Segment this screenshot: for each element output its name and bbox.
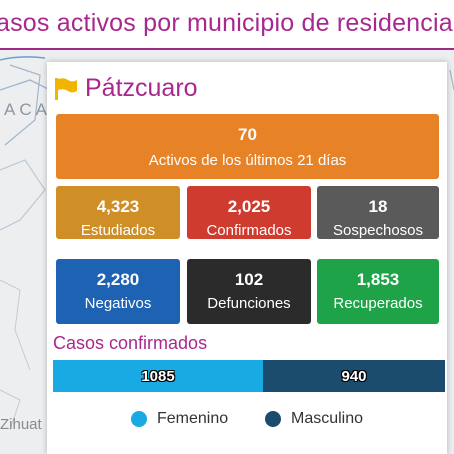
page-header: asos activos por municipio de residencia <box>0 0 454 50</box>
confirmed-by-sex-bar: 1085 940 <box>53 360 445 392</box>
bar-segment-femenino[interactable]: 1085 <box>53 360 264 392</box>
stat-label: Estudiados <box>80 222 156 239</box>
stat-tile-defunciones: 102 Defunciones <box>187 259 311 324</box>
municipality-name: Pátzcuaro <box>85 74 198 102</box>
page-title: asos activos por municipio de residencia <box>0 9 453 37</box>
stat-tile-sospechosos: 18 Sospechosos <box>317 186 439 239</box>
municipality-popup: Pátzcuaro 70 Activos de los últimos 21 d… <box>47 62 447 454</box>
stat-tile-confirmados: 2,025 Confirmados <box>187 186 311 239</box>
bar-label-masculino: 940 <box>341 367 367 385</box>
stat-label: Confirmados <box>206 222 292 239</box>
municipality-header: Pátzcuaro <box>53 74 198 103</box>
chart-legend: Femenino Masculino <box>47 410 447 434</box>
stat-label: Sospechosos <box>332 222 424 239</box>
stat-tile-negativos: 2,280 Negativos <box>56 259 180 324</box>
stat-value: 2,025 <box>227 197 271 216</box>
stat-value: 18 <box>368 197 388 216</box>
stat-tile-recuperados: 1,853 Recuperados <box>317 259 439 324</box>
stat-value: 1,853 <box>356 270 400 289</box>
active-cases-value: 70 <box>238 125 257 144</box>
flag-icon <box>55 77 77 100</box>
bar-label-femenino: 1085 <box>141 367 175 385</box>
stat-value: 4,323 <box>96 197 140 216</box>
legend-item-femenino[interactable]: Femenino <box>131 410 228 428</box>
stat-value: 2,280 <box>96 270 140 289</box>
legend-item-masculino[interactable]: Masculino <box>265 410 363 428</box>
legend-dot-femenino <box>131 411 147 427</box>
active-cases-tile: 70 Activos de los últimos 21 días <box>56 114 439 179</box>
stat-label: Defunciones <box>207 295 291 312</box>
bar-segment-masculino[interactable]: 940 <box>263 360 445 392</box>
legend-label-femenino: Femenino <box>157 410 229 427</box>
stat-label: Recuperados <box>333 295 423 312</box>
map-label-region: ACA <box>4 100 51 119</box>
legend-dot-masculino <box>265 411 281 427</box>
stat-value: 102 <box>234 270 264 289</box>
legend-label-masculino: Masculino <box>291 410 364 427</box>
map-label-city: Zihuat <box>0 416 42 433</box>
stat-label: Negativos <box>84 295 152 312</box>
active-cases-label: Activos de los últimos 21 días <box>148 152 347 169</box>
confirmed-cases-title: Casos confirmados <box>53 333 208 353</box>
stat-tile-estudiados: 4,323 Estudiados <box>56 186 180 239</box>
